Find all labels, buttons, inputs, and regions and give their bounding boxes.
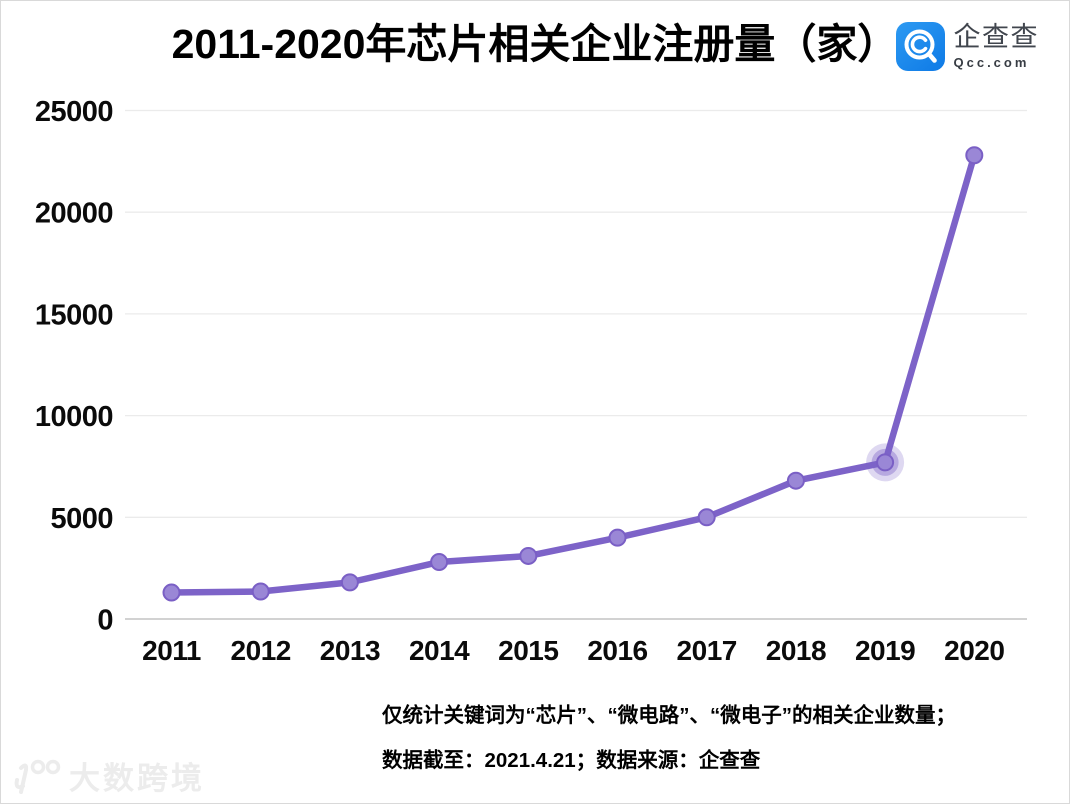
footnote-line-1: 仅统计关键词为“芯片”、“微电路”、“微电子”的相关企业数量； [382, 704, 956, 727]
qcc-brand-domain: Qcc.com [953, 55, 1030, 70]
x-tick-label-2019: 2019 [855, 635, 915, 666]
qcc-logo-text: 企查查 Qcc.com [953, 22, 1040, 70]
x-tick-label-2017: 2017 [677, 635, 737, 666]
footnote-line-2: 数据截至：2021.4.21；数据来源：企查查 [382, 749, 761, 772]
y-tick-label-0: 0 [97, 605, 113, 637]
watermark: 大数跨境 [11, 753, 205, 798]
x-tick-label-2016: 2016 [587, 635, 647, 666]
data-point-2018 [786, 471, 805, 490]
x-tick-label-2011: 2011 [142, 635, 201, 666]
footnotes: 仅统计关键词为“芯片”、“微电路”、“微电子”的相关企业数量； 数据截至：202… [382, 693, 956, 783]
data-point-2012 [251, 582, 270, 601]
qcc-logo: 企查查 Qcc.com [895, 22, 1040, 71]
y-tick-label-5000: 5000 [50, 503, 113, 535]
watermark-text: 大数跨境 [69, 761, 205, 796]
x-tick-label-2013: 2013 [320, 635, 380, 666]
x-tick-label-2015: 2015 [498, 635, 558, 666]
y-tick-label-20000: 20000 [35, 198, 113, 230]
x-tick-label-2014: 2014 [409, 635, 470, 666]
data-point-2015 [519, 546, 538, 565]
y-tick-label-10000: 10000 [35, 401, 113, 433]
data-point-2011 [162, 583, 181, 602]
watermark-logo-icon [14, 759, 61, 794]
chart-title: 2011-2020年芯片相关企业注册量（家） [171, 21, 899, 67]
data-point-2020 [965, 146, 984, 165]
y-tick-label-15000: 15000 [35, 299, 113, 331]
data-point-2017 [697, 508, 716, 527]
trend-line [168, 151, 978, 596]
data-point-2013 [340, 573, 359, 592]
y-tick-label-25000: 25000 [35, 96, 113, 128]
data-point-2014 [430, 553, 449, 572]
x-tick-label-2018: 2018 [766, 635, 826, 666]
data-point-2019 [876, 453, 895, 472]
x-tick-label-2012: 2012 [231, 635, 291, 666]
qcc-magnifier-icon [895, 22, 945, 71]
qcc-brand-name: 企查查 [953, 22, 1039, 52]
data-point-2016 [608, 528, 627, 547]
x-tick-label-2020: 2020 [944, 635, 1004, 666]
